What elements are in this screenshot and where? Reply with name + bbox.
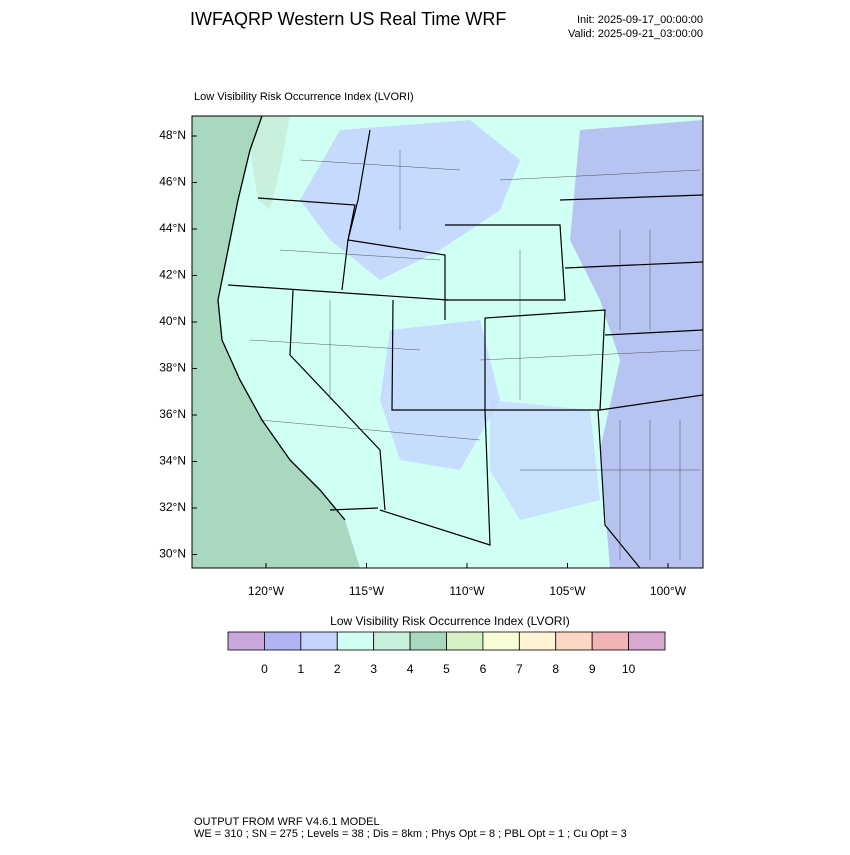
- colorbar-label: 2: [334, 662, 341, 676]
- colorbar-box: [227, 631, 265, 651]
- state-borders: [227, 129, 703, 568]
- title: IWFAQRP Western US Real Time WRF: [190, 9, 506, 29]
- risk-area: [490, 400, 600, 520]
- lat-label: 42°N: [159, 268, 186, 282]
- colorbar-label: 10: [622, 662, 636, 676]
- lat-label: 34°N: [159, 454, 186, 468]
- lon-label: 115°W: [349, 584, 385, 598]
- colorbar-box: [336, 631, 375, 651]
- colorbar-box: [628, 631, 666, 651]
- coastal-band: [250, 116, 290, 210]
- lat-label: 38°N: [159, 361, 186, 375]
- lon-label: 120°W: [248, 584, 285, 598]
- lat-label: 32°N: [159, 500, 186, 514]
- colorbar-label: 5: [443, 662, 450, 676]
- map-frame: [191, 115, 704, 569]
- risk-area: [570, 120, 703, 568]
- colorbar-box: [591, 631, 629, 651]
- colorbar-label: 9: [589, 662, 596, 676]
- colorbar-box: [409, 631, 447, 651]
- colorbar-box: [373, 631, 411, 651]
- colorbar-label: 3: [370, 662, 377, 676]
- lat-label: 48°N: [159, 128, 186, 142]
- colorbar-label: 8: [552, 662, 559, 676]
- map: [191, 115, 704, 569]
- colorbar-box: [555, 631, 593, 651]
- lon-label: 110°W: [449, 584, 485, 598]
- lat-label: 40°N: [159, 314, 186, 328]
- colorbar-box: [482, 631, 520, 651]
- footer-line: WE = 310 ; SN = 275 ; Levels = 38 ; Dis …: [194, 828, 627, 840]
- risk-area: [300, 120, 520, 280]
- colorbar-box: [518, 631, 557, 651]
- county-borders: [249, 150, 701, 560]
- colorbar-box: [264, 631, 302, 651]
- valid-time: Valid: 2025-09-21_03:00:00: [568, 28, 703, 40]
- lat-label: 44°N: [159, 221, 186, 235]
- risk-area: [380, 320, 500, 470]
- lon-label: 105°W: [549, 584, 586, 598]
- colorbar-box: [446, 631, 484, 651]
- colorbar-label: 7: [516, 662, 523, 676]
- colorbar-label: 6: [480, 662, 487, 676]
- init-time: Init: 2025-09-17_00:00:00: [577, 14, 703, 26]
- footer-line: OUTPUT FROM WRF V4.6.1 MODEL: [194, 816, 380, 828]
- colorbar-title: Low Visibility Risk Occurrence Index (LV…: [330, 614, 570, 628]
- lat-label: 36°N: [159, 407, 186, 421]
- colorbar-box: [300, 631, 338, 651]
- map-axes: 48°N 46°N 44°N 42°N 40°N 38°N 36°N 34°N 32°N 30°N…: [159, 128, 687, 598]
- map-title: Low Visibility Risk Occurrence Index (LV…: [194, 91, 414, 103]
- lat-label: 30°N: [159, 547, 186, 561]
- ocean: [192, 116, 360, 568]
- lat-label: 46°N: [159, 175, 186, 189]
- colorbar-label: 4: [407, 662, 414, 676]
- colorbar: 0 1 2 3 4 5 6 7 8 9 10: [227, 631, 666, 676]
- lon-label: 100°W: [650, 584, 687, 598]
- colorbar-label: 1: [297, 662, 304, 676]
- coastline: [217, 116, 346, 521]
- colorbar-label: 0: [261, 662, 268, 676]
